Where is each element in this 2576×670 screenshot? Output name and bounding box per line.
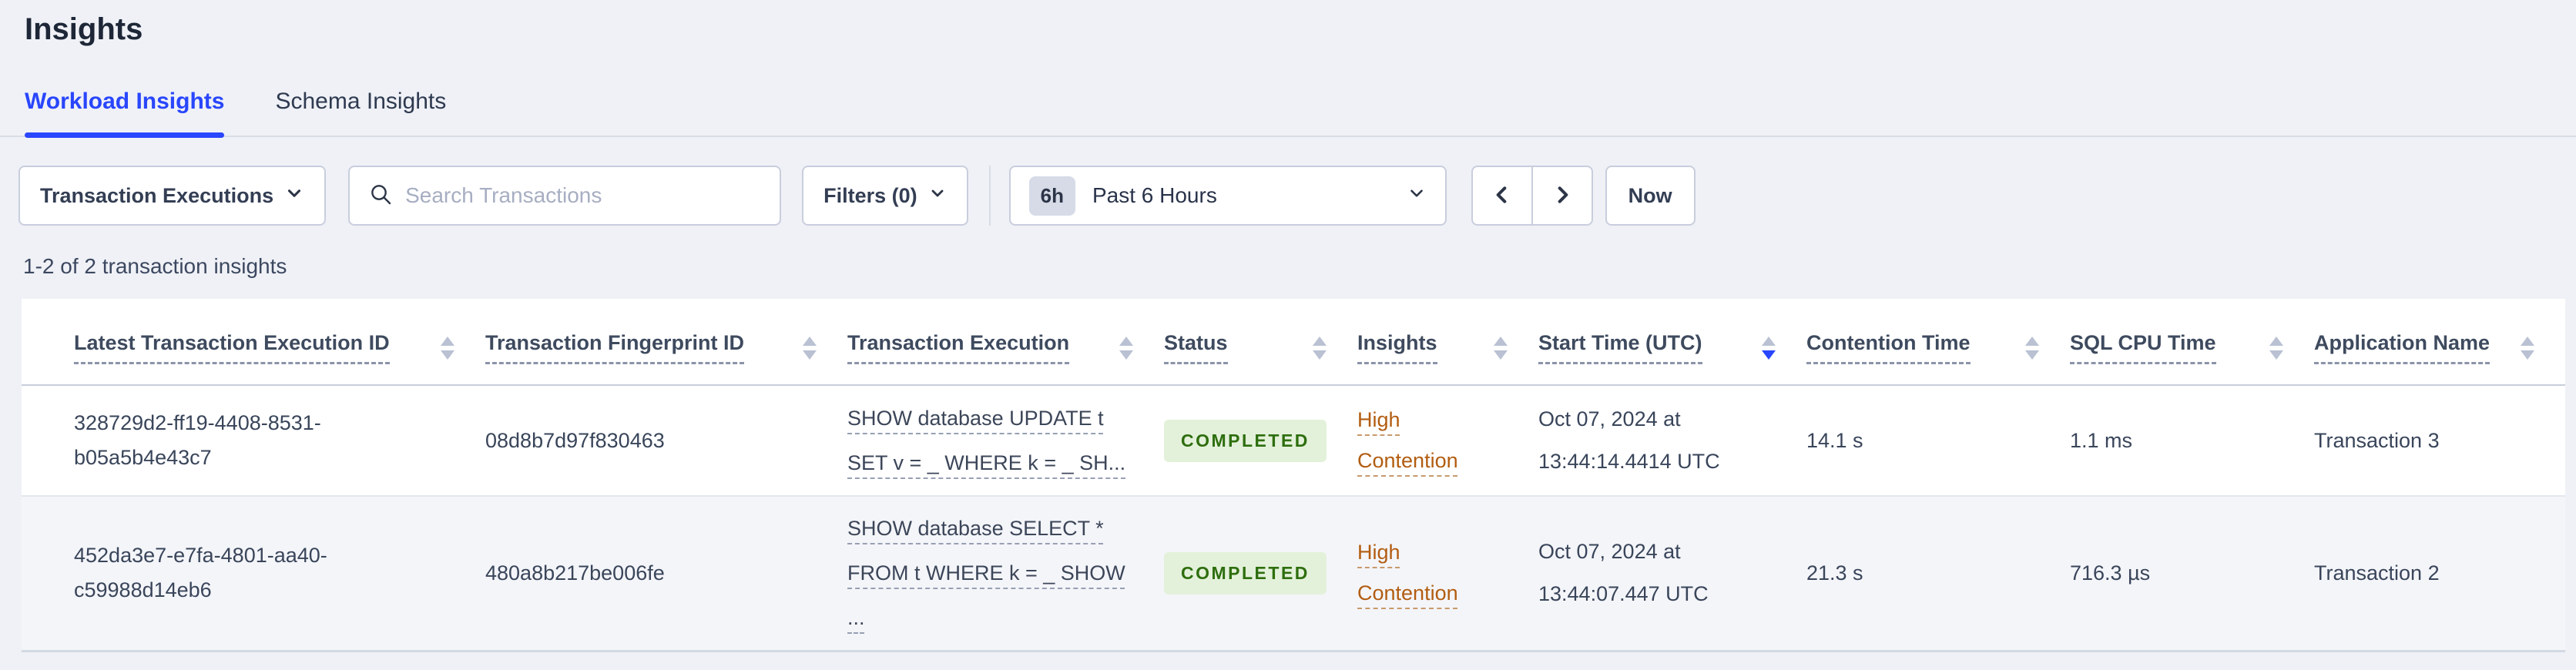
time-next-button[interactable] bbox=[1531, 166, 1593, 226]
sql-cpu-time: 1.1 ms bbox=[2070, 428, 2133, 452]
time-range-label: Past 6 Hours bbox=[1092, 183, 1217, 207]
insight-link[interactable]: High Contention bbox=[1357, 408, 1458, 472]
time-pager bbox=[1471, 166, 1593, 226]
column-label: Application Name bbox=[2314, 331, 2490, 364]
sort-icon-descending[interactable] bbox=[1762, 336, 1776, 360]
start-time: Oct 07, 2024 at 13:44:07.447 UTC bbox=[1538, 540, 1709, 606]
tab-bar: Workload Insights Schema Insights bbox=[0, 88, 2576, 138]
column-label: Transaction Execution bbox=[847, 331, 1070, 364]
insights-table: Latest Transaction Execution ID Transact… bbox=[22, 299, 2565, 652]
chevron-right-icon bbox=[1550, 183, 1575, 209]
column-label: Contention Time bbox=[1806, 331, 1971, 364]
transaction-execution-link[interactable]: SHOW database UPDATE t SET v = _ WHERE k… bbox=[847, 407, 1126, 474]
application-name: Transaction 3 bbox=[2314, 428, 2440, 452]
column-label: Insights bbox=[1357, 331, 1437, 364]
search-icon bbox=[368, 182, 393, 210]
fingerprint-id: 480a8b217be006fe bbox=[485, 561, 665, 585]
chevron-down-icon bbox=[928, 184, 947, 208]
column-header-contention-time[interactable]: Contention Time bbox=[1806, 299, 2070, 386]
sort-icon[interactable] bbox=[1313, 336, 1327, 360]
now-button[interactable]: Now bbox=[1605, 166, 1696, 226]
start-time: Oct 07, 2024 at 13:44:14.4414 UTC bbox=[1538, 407, 1720, 473]
sort-icon[interactable] bbox=[1494, 336, 1508, 360]
column-header-fingerprint-id[interactable]: Transaction Fingerprint ID bbox=[485, 299, 847, 386]
fingerprint-id: 08d8b7d97f830463 bbox=[485, 428, 665, 452]
sql-cpu-time: 716.3 µs bbox=[2070, 561, 2151, 585]
column-header-insights[interactable]: Insights bbox=[1357, 299, 1538, 386]
column-header-start-time[interactable]: Start Time (UTC) bbox=[1538, 299, 1806, 386]
results-count: 1-2 of 2 transaction insights bbox=[23, 254, 287, 278]
contention-time: 21.3 s bbox=[1806, 561, 1863, 585]
application-name: Transaction 2 bbox=[2314, 561, 2440, 585]
tab-label: Workload Insights bbox=[25, 89, 225, 114]
tab-workload-insights[interactable]: Workload Insights bbox=[25, 88, 225, 138]
controls-toolbar: Transaction Executions Filters (0) 6h Pa… bbox=[18, 166, 2576, 226]
column-header-transaction-execution[interactable]: Transaction Execution bbox=[847, 299, 1164, 386]
column-label: SQL CPU Time bbox=[2070, 331, 2216, 364]
table-row: 452da3e7-e7fa-4801-aa40-c59988d14eb6 480… bbox=[22, 496, 2565, 652]
insights-table-card: Latest Transaction Execution ID Transact… bbox=[22, 299, 2565, 652]
sort-icon[interactable] bbox=[441, 336, 454, 360]
execution-id: 452da3e7-e7fa-4801-aa40-c59988d14eb6 bbox=[74, 544, 327, 602]
column-header-status[interactable]: Status bbox=[1164, 299, 1357, 386]
table-row: 328729d2-ff19-4408-8531-b05a5b4e43c7 08d… bbox=[22, 385, 2565, 497]
column-header-execution-id[interactable]: Latest Transaction Execution ID bbox=[22, 299, 485, 386]
sort-icon[interactable] bbox=[2269, 336, 2283, 360]
sort-icon[interactable] bbox=[1119, 336, 1133, 360]
tab-label: Schema Insights bbox=[275, 89, 447, 114]
status-badge: COMPLETED bbox=[1164, 551, 1327, 595]
sort-icon[interactable] bbox=[2025, 336, 2039, 360]
transaction-execution-link[interactable]: SHOW database SELECT * FROM t WHERE k = … bbox=[847, 517, 1125, 630]
column-header-application-name[interactable]: Application Name bbox=[2314, 299, 2565, 386]
column-label: Transaction Fingerprint ID bbox=[485, 331, 745, 364]
search-input[interactable] bbox=[405, 183, 745, 208]
filters-label: Filters (0) bbox=[823, 183, 917, 207]
chevron-down-icon bbox=[284, 183, 304, 209]
filters-button[interactable]: Filters (0) bbox=[802, 166, 968, 226]
table-header-row: Latest Transaction Execution ID Transact… bbox=[22, 299, 2565, 386]
time-range-badge: 6h bbox=[1028, 176, 1075, 216]
time-range-picker[interactable]: 6h Past 6 Hours bbox=[1008, 166, 1447, 226]
insight-type-dropdown[interactable]: Transaction Executions bbox=[18, 166, 327, 226]
column-label: Status bbox=[1164, 331, 1228, 364]
column-label: Latest Transaction Execution ID bbox=[74, 331, 390, 364]
sort-icon[interactable] bbox=[803, 336, 817, 360]
chevron-left-icon bbox=[1490, 183, 1514, 209]
insight-link[interactable]: High Contention bbox=[1357, 541, 1458, 605]
chevron-down-icon bbox=[1407, 183, 1427, 209]
status-badge: COMPLETED bbox=[1164, 419, 1327, 462]
sort-icon[interactable] bbox=[2521, 336, 2534, 360]
time-prev-button[interactable] bbox=[1471, 166, 1532, 226]
execution-id: 328729d2-ff19-4408-8531-b05a5b4e43c7 bbox=[74, 411, 321, 469]
toolbar-divider bbox=[988, 166, 991, 226]
column-header-sql-cpu-time[interactable]: SQL CPU Time bbox=[2070, 299, 2314, 386]
search-box bbox=[348, 166, 782, 226]
insight-type-label: Transaction Executions bbox=[40, 183, 274, 207]
tab-schema-insights[interactable]: Schema Insights bbox=[275, 88, 446, 136]
column-label: Start Time (UTC) bbox=[1538, 331, 1702, 364]
page-title: Insights bbox=[25, 12, 143, 46]
contention-time: 14.1 s bbox=[1806, 428, 1863, 452]
